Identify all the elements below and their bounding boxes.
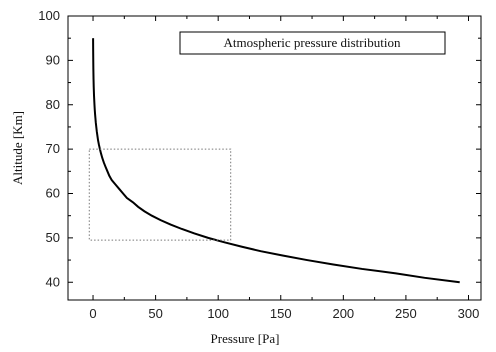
tick-labels: 0 50 100 150 200 250 300 40 50 60 70 80 90 100 (38, 8, 479, 321)
x-tick-label: 250 (395, 306, 417, 321)
x-axis-title: Pressure [Pa] (211, 331, 280, 346)
y-tick-label: 80 (46, 97, 60, 112)
x-tick-label: 200 (332, 306, 354, 321)
y-tick-label: 50 (46, 230, 60, 245)
x-tick-label: 0 (89, 306, 96, 321)
axis-ticks (68, 15, 481, 300)
y-tick-label: 40 (46, 274, 60, 289)
y-axis-title: Altitude [Km] (10, 111, 25, 185)
plot-frame (67, 15, 482, 301)
y-tick-label: 90 (46, 52, 60, 67)
pressure-curve (92, 38, 460, 284)
legend-box (179, 31, 446, 55)
y-tick-label: 60 (46, 186, 60, 201)
x-tick-label: 50 (148, 306, 162, 321)
legend-label: Atmospheric pressure distribution (224, 35, 401, 50)
x-tick-label: 300 (458, 306, 480, 321)
y-tick-label: 100 (38, 8, 60, 23)
x-tick-label: 150 (270, 306, 292, 321)
zoom-region-box (88, 148, 232, 241)
y-tick-label: 70 (46, 141, 60, 156)
x-tick-label: 100 (207, 306, 229, 321)
